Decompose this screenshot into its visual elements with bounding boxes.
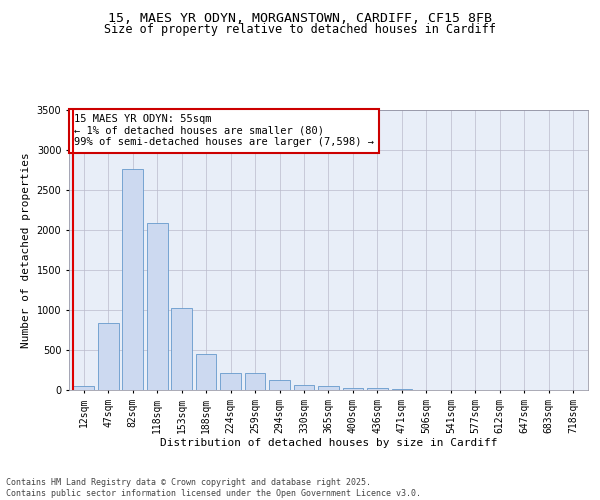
Bar bbox=[98, 323, 119, 390]
Bar bbox=[293, 385, 314, 390]
Bar bbox=[269, 380, 290, 390]
Bar bbox=[392, 389, 412, 390]
Text: 15 MAES YR ODYN: 55sqm
← 1% of detached houses are smaller (80)
99% of semi-deta: 15 MAES YR ODYN: 55sqm ← 1% of detached … bbox=[74, 114, 374, 148]
Bar bbox=[171, 308, 192, 390]
Text: Size of property relative to detached houses in Cardiff: Size of property relative to detached ho… bbox=[104, 22, 496, 36]
Bar bbox=[318, 386, 339, 390]
Bar bbox=[343, 388, 364, 390]
Y-axis label: Number of detached properties: Number of detached properties bbox=[21, 152, 31, 348]
Bar bbox=[220, 373, 241, 390]
X-axis label: Distribution of detached houses by size in Cardiff: Distribution of detached houses by size … bbox=[160, 438, 497, 448]
Bar bbox=[122, 169, 143, 390]
Bar bbox=[245, 373, 265, 390]
Bar bbox=[147, 223, 167, 390]
Text: Contains HM Land Registry data © Crown copyright and database right 2025.
Contai: Contains HM Land Registry data © Crown c… bbox=[6, 478, 421, 498]
Bar bbox=[196, 354, 217, 390]
Text: 15, MAES YR ODYN, MORGANSTOWN, CARDIFF, CF15 8FB: 15, MAES YR ODYN, MORGANSTOWN, CARDIFF, … bbox=[108, 12, 492, 26]
Bar bbox=[367, 388, 388, 390]
Bar bbox=[73, 386, 94, 390]
